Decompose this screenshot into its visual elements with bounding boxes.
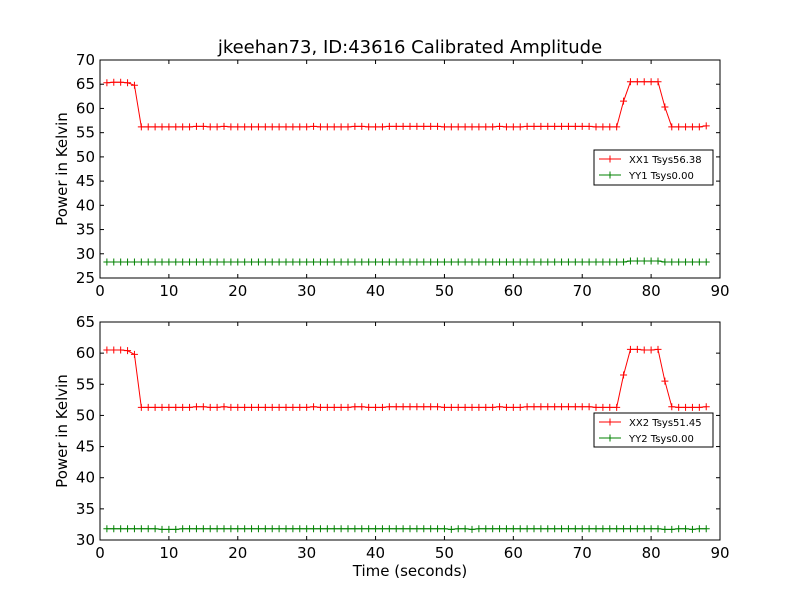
y-tick-label: 70 bbox=[76, 51, 95, 69]
legend-2: XX2 Tsys51.45 YY2 Tsys0.00 bbox=[594, 413, 713, 447]
y-tick-label: 55 bbox=[76, 124, 95, 142]
y-tick-label: 30 bbox=[76, 245, 95, 263]
x-tick-label: 0 bbox=[95, 282, 105, 300]
y-tick-label: 40 bbox=[76, 196, 95, 214]
x-tick-label: 30 bbox=[297, 544, 316, 562]
y-tick-label: 45 bbox=[76, 172, 95, 190]
y-tick-label: 50 bbox=[76, 148, 95, 166]
x-tick-label: 10 bbox=[159, 544, 178, 562]
y-tick-label: 40 bbox=[76, 469, 95, 487]
y-tick-label: 60 bbox=[76, 99, 95, 117]
x-tick-label: 60 bbox=[504, 282, 523, 300]
legend-label: XX2 Tsys51.45 bbox=[629, 418, 702, 429]
x-tick-label: 20 bbox=[228, 544, 247, 562]
x-tick-label: 70 bbox=[573, 282, 592, 300]
y-axis-label: Power in Kelvin bbox=[53, 374, 71, 488]
y-axis-label: Power in Kelvin bbox=[53, 112, 71, 226]
y-tick-label: 35 bbox=[76, 221, 95, 239]
x-tick-label: 90 bbox=[710, 544, 729, 562]
x-tick-label: 70 bbox=[573, 544, 592, 562]
y-tick-label: 60 bbox=[76, 344, 95, 362]
y-tick-label: 55 bbox=[76, 375, 95, 393]
x-tick-label: 80 bbox=[642, 282, 661, 300]
legend-label: XX1 Tsys56.38 bbox=[629, 155, 702, 166]
y-tick-label: 30 bbox=[76, 531, 95, 549]
x-tick-label: 10 bbox=[159, 282, 178, 300]
y-tick-label: 25 bbox=[76, 269, 95, 287]
x-tick-label: 50 bbox=[435, 544, 454, 562]
y-tick-label: 50 bbox=[76, 406, 95, 424]
x-tick-label: 0 bbox=[95, 544, 105, 562]
legend-1: XX1 Tsys56.38 YY1 Tsys0.00 bbox=[594, 150, 713, 185]
x-tick-label: 60 bbox=[504, 544, 523, 562]
legend-label: YY2 Tsys0.00 bbox=[628, 434, 694, 445]
x-tick-label: 90 bbox=[710, 282, 729, 300]
x-tick-label: 40 bbox=[366, 282, 385, 300]
y-tick-label: 65 bbox=[76, 75, 95, 93]
y-tick-label: 35 bbox=[76, 500, 95, 518]
y-tick-label: 65 bbox=[76, 313, 95, 331]
x-axis-label: Time (seconds) bbox=[352, 562, 468, 580]
x-tick-label: 40 bbox=[366, 544, 385, 562]
y-tick-label: 45 bbox=[76, 438, 95, 456]
x-tick-label: 80 bbox=[642, 544, 661, 562]
x-tick-label: 30 bbox=[297, 282, 316, 300]
legend-label: YY1 Tsys0.00 bbox=[628, 171, 694, 182]
figure-title: jkeehan73, ID:43616 Calibrated Amplitude bbox=[217, 37, 602, 58]
x-tick-label: 20 bbox=[228, 282, 247, 300]
x-tick-label: 50 bbox=[435, 282, 454, 300]
